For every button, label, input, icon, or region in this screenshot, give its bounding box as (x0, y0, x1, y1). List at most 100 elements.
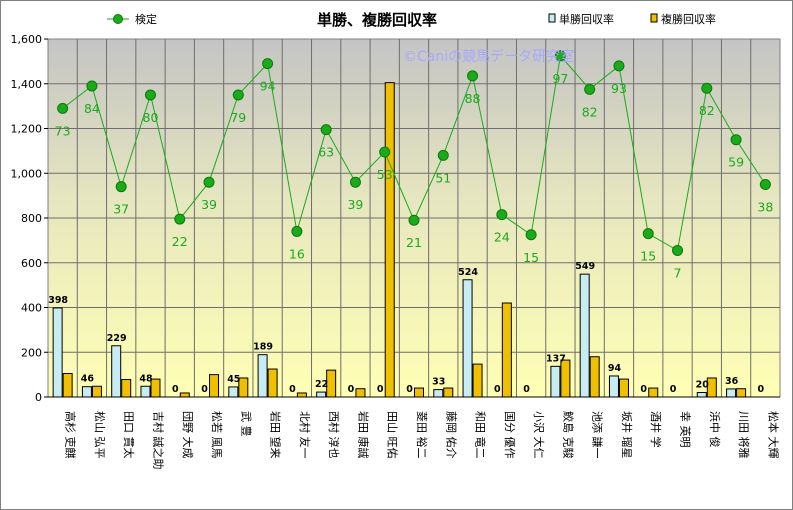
category-label: 北村 友一 (298, 411, 312, 459)
tansho-bar-label: 524 (458, 267, 478, 278)
tansho-bar-label: 45 (227, 374, 240, 385)
category-label: 坂井 瑠星 (620, 411, 634, 459)
kentei-point-label: 7 (674, 265, 682, 280)
y-tick-label: 1,000 (11, 167, 43, 180)
tansho-bar-label: 0 (348, 384, 355, 395)
fukusho-bar (121, 379, 132, 398)
category-label: 団野 大成 (181, 411, 195, 459)
tansho-bar-label: 46 (81, 374, 95, 385)
kentei-point-label: 39 (201, 197, 217, 212)
tansho-bar (111, 345, 122, 398)
kentei-point-label: 24 (494, 230, 510, 245)
category-label: 高杉 吏麒 (64, 411, 78, 459)
kentei-point-label: 15 (640, 249, 656, 264)
kentei-point (584, 83, 596, 95)
kentei-point-label: 84 (84, 101, 100, 116)
tansho-bar-label: 137 (546, 353, 566, 364)
fukusho-bar (736, 388, 747, 398)
kentei-point-label: 59 (728, 155, 744, 170)
category-label: 西村 淳也 (327, 411, 341, 459)
tansho-bar-label: 22 (315, 379, 328, 390)
category-label: 松若 風馬 (210, 411, 224, 459)
category-label: 小沢 大仁 (532, 411, 546, 459)
category-label: 浜中 俊 (708, 411, 722, 448)
tansho-bar-label: 33 (432, 377, 445, 388)
kentei-point (349, 176, 361, 188)
tansho-bar-label: 0 (289, 384, 296, 395)
fukusho-bar (384, 82, 395, 398)
fukusho-bar (62, 373, 73, 398)
kentei-point-label: 79 (230, 110, 246, 125)
category-label: 岩田 望来 (269, 411, 283, 459)
kentei-point (115, 181, 127, 193)
tansho-bar-label: 0 (201, 384, 208, 395)
tansho-bar-label: 94 (608, 363, 622, 374)
kentei-point-label: 51 (435, 170, 451, 185)
tansho-bar (433, 389, 444, 398)
fukusho-bar (618, 378, 629, 398)
fukusho-bar (296, 392, 307, 398)
kentei-point (613, 60, 625, 72)
category-label: 鮫島 克駿 (561, 411, 575, 459)
kentei-point (672, 244, 684, 256)
kentei-point (174, 213, 186, 225)
fukusho-bar (179, 392, 190, 398)
category-label: 国分 優作 (503, 411, 516, 458)
tansho-bar (52, 307, 63, 398)
tansho-bar (257, 354, 268, 398)
tansho-bar-label: 229 (107, 333, 127, 344)
tansho-bar (316, 391, 327, 398)
category-label: 田山 旺佑 (386, 411, 400, 459)
y-tick-label: 800 (21, 212, 42, 225)
kentei-point (496, 209, 508, 221)
tansho-bar (696, 392, 707, 398)
kentei-point-label: 22 (172, 234, 188, 249)
watermark: ©Caniの競馬データ研究室 (403, 48, 574, 65)
tansho-bar-label: 0 (758, 384, 765, 395)
fukusho-bar (326, 369, 337, 398)
category-label: 田口 貫太 (122, 411, 135, 459)
category-label: 藤岡 佑介 (444, 411, 458, 459)
y-tick-label: 0 (35, 391, 42, 404)
fukusho-bar (648, 387, 659, 398)
fukusho-bar (560, 359, 571, 398)
fukusho-bar (91, 385, 102, 398)
tansho-bar-label: 0 (406, 384, 413, 395)
y-tick-label: 1,400 (11, 78, 43, 91)
kentei-point-label: 94 (260, 79, 276, 94)
fukusho-bar (706, 377, 717, 398)
fukusho-bar (589, 356, 600, 398)
legend-tansho-swatch (548, 13, 556, 23)
tansho-bar (462, 279, 473, 398)
fukusho-bar (414, 387, 424, 398)
y-tick-label: 200 (21, 346, 42, 359)
kentei-point-label: 63 (318, 145, 334, 160)
kentei-point-label: 21 (406, 235, 422, 250)
tansho-bar-label: 0 (377, 384, 384, 395)
category-label: 岩田 康誠 (356, 411, 370, 459)
kentei-point (525, 229, 537, 241)
legend-fukusho-label: 複勝回収率 (661, 12, 716, 26)
tansho-bar-label: 0 (523, 384, 530, 395)
tansho-bar (140, 385, 151, 398)
kentei-point (144, 89, 156, 101)
fukusho-bar (238, 377, 249, 398)
kentei-point-label: 39 (347, 197, 363, 212)
tansho-bar (81, 386, 92, 398)
kentei-point (759, 178, 771, 190)
kentei-point (642, 228, 654, 240)
kentei-point (203, 176, 215, 188)
kentei-point-label: 15 (523, 250, 539, 265)
kentei-point-label: 97 (552, 71, 568, 86)
kentei-point-label: 82 (699, 103, 715, 118)
y-tick-label: 1,600 (11, 33, 43, 46)
kentei-point (408, 214, 420, 226)
kentei-point-label: 73 (55, 123, 71, 138)
kentei-point (554, 50, 566, 62)
fukusho-bar (443, 387, 454, 398)
kentei-point (379, 146, 391, 158)
tansho-bar-label: 549 (575, 261, 595, 272)
tansho-bar (579, 273, 590, 398)
kentei-point (701, 82, 713, 94)
